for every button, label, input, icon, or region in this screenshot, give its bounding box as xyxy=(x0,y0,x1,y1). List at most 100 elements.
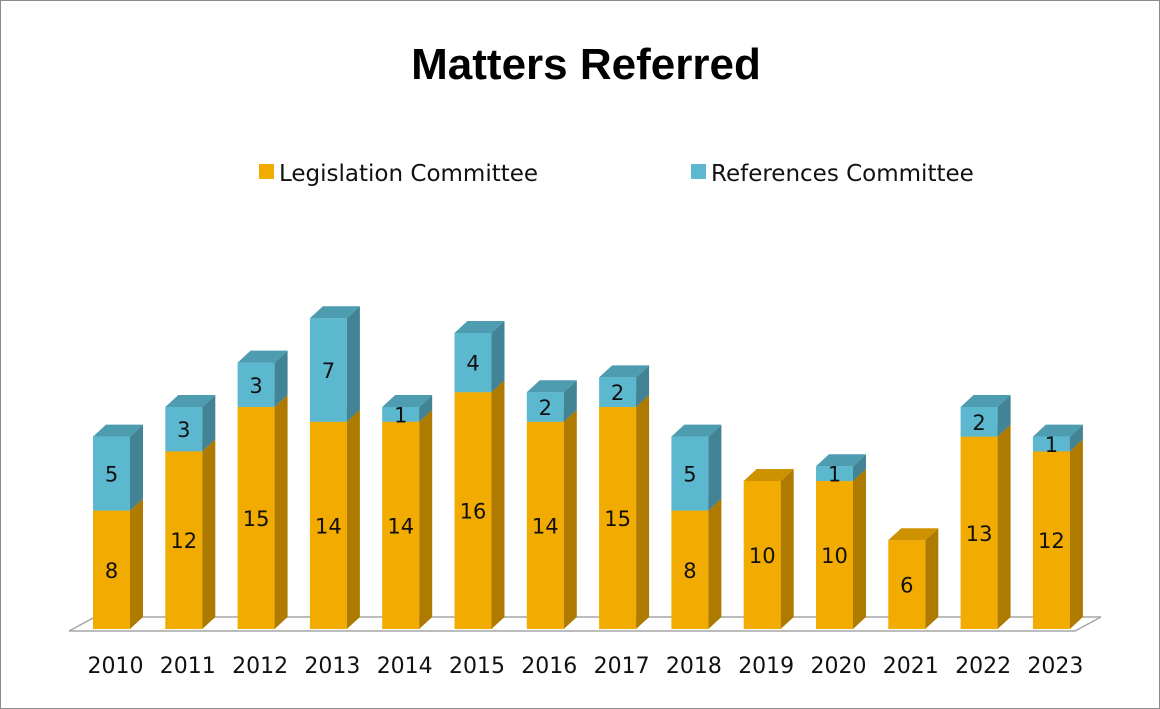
bar-front xyxy=(888,540,926,629)
bar-side xyxy=(708,424,722,511)
data-label: 2 xyxy=(611,381,624,405)
bar-top xyxy=(165,395,216,407)
bar-2010-references: 5 xyxy=(93,424,143,511)
bar-top xyxy=(599,365,650,378)
x-tick-2018: 2018 xyxy=(666,654,722,679)
data-label: 3 xyxy=(177,418,190,442)
bar-2023-references: 1 xyxy=(1032,424,1083,457)
bar-side xyxy=(563,380,577,422)
chart-floor xyxy=(68,616,1102,632)
data-label: 7 xyxy=(322,359,335,383)
legend-swatch-1 xyxy=(691,164,706,179)
bar-side xyxy=(563,409,577,629)
x-tick-2019: 2019 xyxy=(738,654,794,679)
data-label: 5 xyxy=(105,463,118,487)
data-label: 8 xyxy=(683,559,696,583)
bar-side xyxy=(274,395,288,629)
bar-2022-references: 2 xyxy=(960,395,1011,437)
bar-side xyxy=(853,454,866,481)
bar-2015-legislation: 16 xyxy=(454,380,505,629)
bar-side xyxy=(853,469,866,629)
bar-front xyxy=(816,481,853,629)
bar-front xyxy=(309,318,347,422)
bar-2016-legislation: 14 xyxy=(526,409,577,629)
data-label: 2 xyxy=(539,396,552,420)
bar-side xyxy=(1069,424,1083,452)
bar-top xyxy=(526,380,577,393)
bar-side xyxy=(130,424,143,511)
bar-front xyxy=(960,436,998,629)
bar-side xyxy=(202,395,216,452)
bar-2023-legislation: 12 xyxy=(1032,439,1083,629)
data-label: 1 xyxy=(828,463,841,487)
bar-front xyxy=(1032,451,1070,629)
x-tick-2015: 2015 xyxy=(449,654,505,679)
bar-front xyxy=(382,421,420,629)
bar-2018-legislation: 8 xyxy=(671,498,722,629)
bar-side xyxy=(708,498,722,629)
bar-side xyxy=(925,528,939,629)
data-label: 10 xyxy=(821,544,848,568)
bar-top xyxy=(1032,424,1083,437)
data-label: 12 xyxy=(170,529,197,553)
bar-2022-legislation: 13 xyxy=(960,424,1011,629)
x-tick-2022: 2022 xyxy=(955,654,1011,679)
x-tick-2014: 2014 xyxy=(377,654,433,679)
x-tick-2017: 2017 xyxy=(594,654,650,679)
bar-2021-legislation: 6 xyxy=(888,528,939,629)
bar-front xyxy=(382,407,420,422)
bar-side xyxy=(636,395,650,629)
bar-2011-references: 3 xyxy=(165,395,216,452)
data-label: 14 xyxy=(315,514,342,538)
data-label: 6 xyxy=(900,574,913,598)
bar-side xyxy=(419,395,433,422)
legend: Legislation Committee References Committe… xyxy=(259,161,974,187)
bar-top xyxy=(960,395,1011,407)
bar-2013-legislation: 14 xyxy=(309,409,360,629)
bar-side xyxy=(780,469,794,629)
floor-plane xyxy=(68,616,1102,632)
bar-front xyxy=(526,392,564,422)
legend-label-0: Legislation Committee xyxy=(279,161,538,187)
bar-2010-legislation: 8 xyxy=(93,498,143,629)
bar-front xyxy=(237,362,275,407)
bar-top xyxy=(743,469,794,481)
legend-label-1: References Committee xyxy=(711,161,974,187)
bar-front xyxy=(165,451,203,629)
x-tick-2021: 2021 xyxy=(883,654,939,679)
bar-2017-references: 2 xyxy=(599,365,650,407)
bar-front xyxy=(599,377,637,407)
bar-2012-legislation: 15 xyxy=(237,395,288,629)
x-tick-2013: 2013 xyxy=(304,654,360,679)
x-tick-2020: 2020 xyxy=(811,654,867,679)
bar-2016-references: 2 xyxy=(526,380,577,422)
bar-top xyxy=(454,321,505,333)
bar-2020-legislation: 10 xyxy=(816,469,866,629)
bar-top xyxy=(237,350,288,363)
data-label: 2 xyxy=(972,411,985,435)
bar-front xyxy=(454,392,492,629)
data-label: 1 xyxy=(394,403,407,427)
x-tick-2010: 2010 xyxy=(88,654,144,679)
bar-side xyxy=(636,365,650,407)
bar-2018-references: 5 xyxy=(671,424,722,511)
bar-front xyxy=(816,466,853,481)
bar-side xyxy=(997,424,1011,629)
x-tick-2016: 2016 xyxy=(521,654,577,679)
bar-front xyxy=(93,510,130,629)
bar-top xyxy=(816,454,866,467)
bar-top xyxy=(888,528,939,541)
bar-2014-legislation: 14 xyxy=(382,409,433,629)
bar-front xyxy=(165,407,203,452)
bar-front xyxy=(93,436,130,511)
x-tick-2012: 2012 xyxy=(232,654,288,679)
bar-side xyxy=(491,380,505,629)
data-label: 14 xyxy=(387,514,414,538)
x-tick-2011: 2011 xyxy=(160,654,216,679)
bar-front xyxy=(743,481,781,629)
data-label: 15 xyxy=(604,507,631,531)
bar-front xyxy=(671,436,709,511)
